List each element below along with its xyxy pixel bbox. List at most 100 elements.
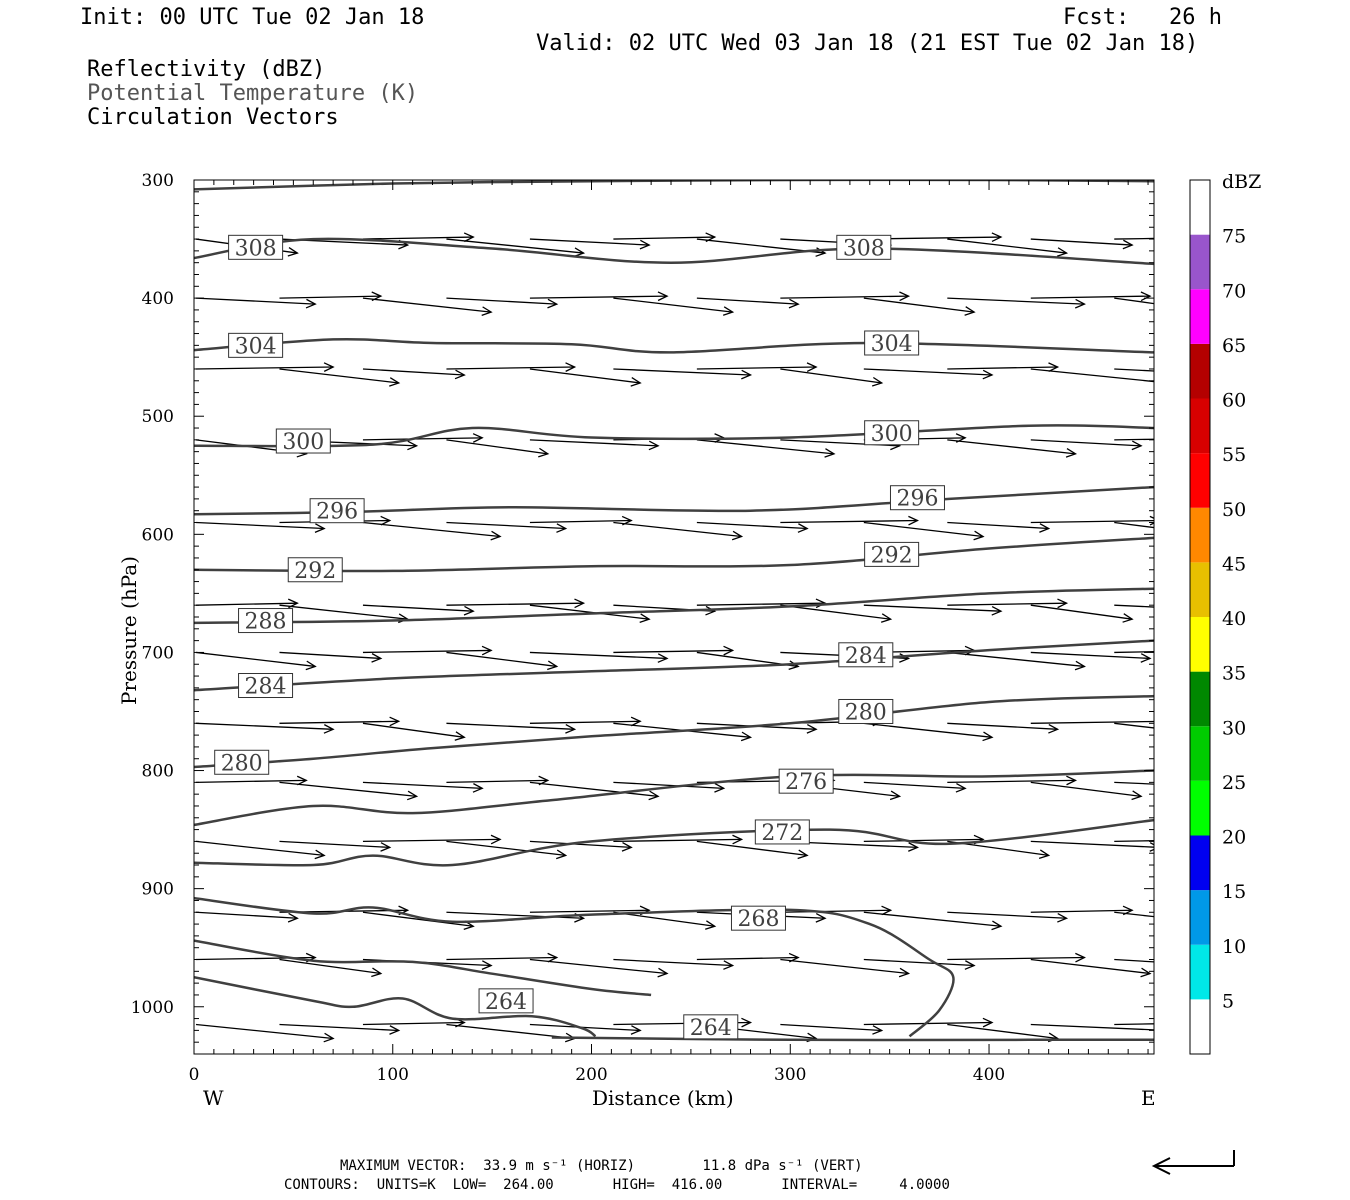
circulation-vector: [1030, 515, 1154, 526]
contour-label: 280: [214, 749, 270, 776]
circulation-vector: [863, 722, 994, 742]
circulation-vector: [1114, 237, 1154, 240]
circulation-vector: [195, 775, 308, 786]
colorbar-label: 60: [1222, 390, 1246, 412]
circulation-vector: [696, 840, 809, 860]
theta-contour-308: [194, 237, 1154, 266]
contour-label: 272: [754, 819, 810, 846]
contour-labels: 308 308 304 304 300 300 296 296 292 292 288 284 284 2…: [214, 234, 945, 1041]
colorbar-segment: [1190, 944, 1210, 1000]
contour-label: 304: [864, 330, 920, 357]
circulation-vector: [195, 840, 326, 860]
circulation-vector: [529, 958, 669, 978]
circulation-vector: [780, 368, 884, 387]
circulation-vector: [1114, 521, 1154, 529]
circulation-vector: [1030, 958, 1152, 978]
theta-contour-288: [194, 587, 1154, 625]
contour-label: 308: [228, 234, 284, 261]
valid-time: Valid: 02 UTC Wed 03 Jan 18 (21 EST Tue …: [536, 31, 1199, 56]
colorbar-segment: [1190, 453, 1210, 508]
contour-label-text: 304: [871, 332, 913, 357]
contour-label: 296: [309, 498, 365, 525]
field-circulation-vectors: Circulation Vectors: [87, 105, 339, 130]
contour-label: 268: [730, 905, 786, 932]
contour-label-text: 264: [690, 1016, 732, 1041]
circulation-vector: [195, 1023, 335, 1043]
contour-label: 296: [889, 485, 945, 512]
colorbar-label: 50: [1222, 499, 1246, 521]
theta-contour-268: [194, 896, 955, 1038]
circulation-vector: [446, 775, 550, 786]
contour-label: 304: [228, 332, 284, 359]
circulation-vector: [529, 368, 642, 387]
plot-frame: [193, 179, 1155, 1055]
colorbar-label: 35: [1222, 663, 1246, 685]
circulation-vector: [529, 604, 651, 623]
circulation-vector: [613, 781, 726, 793]
circulation-vector: [947, 521, 1051, 533]
theta-contour-308: [194, 180, 1154, 191]
circulation-vector: [529, 651, 669, 663]
west-label: W: [203, 1086, 224, 1110]
contour-label-text: 280: [845, 700, 887, 725]
contour-label: 308: [836, 234, 892, 261]
circulation-vector: [780, 515, 920, 526]
circulation-vector: [1114, 650, 1154, 654]
colorbar-label: 75: [1222, 226, 1246, 248]
colorbar-segment: [1190, 999, 1210, 1054]
circulation-vector: [195, 362, 335, 372]
circulation-vector: [446, 598, 586, 609]
circulation-vector: [529, 238, 651, 250]
circulation-vector: [195, 598, 299, 609]
circulation-vector: [1030, 720, 1154, 724]
circulation-vector: [1030, 1023, 1154, 1031]
contour-label: 284: [238, 673, 294, 700]
colorbar-segment: [1190, 343, 1210, 399]
theta-contour-280: [194, 694, 1154, 769]
colorbar-label: 70: [1222, 280, 1246, 302]
contour-label: 300: [864, 420, 920, 447]
contour-label-text: 284: [245, 675, 287, 700]
contour-label-text: 308: [235, 236, 277, 261]
colorbar-label: 45: [1222, 553, 1246, 575]
circulation-vector: [195, 297, 317, 309]
contour-label-text: 284: [845, 644, 887, 669]
circulation-vector: [279, 651, 383, 663]
circulation-vector: [863, 297, 976, 316]
circulation-vector: [362, 232, 475, 243]
y-tick-label: 800: [142, 762, 174, 782]
colorbar-label: 10: [1222, 936, 1246, 958]
colorbar-segment: [1190, 671, 1210, 727]
theta-contour-284: [194, 639, 1154, 692]
circulation-vectors: [195, 232, 1154, 1043]
contour-label-text: 308: [843, 236, 885, 261]
circulation-vector: [1114, 722, 1154, 729]
circulation-vector: [947, 297, 1086, 309]
circulation-vector: [362, 645, 493, 656]
circulation-vector: [1030, 905, 1134, 916]
colorbar-segment: [1190, 726, 1210, 781]
circulation-vector: [529, 515, 633, 526]
circulation-vector: [529, 716, 642, 727]
x-axis-label: Distance (km): [592, 1086, 734, 1110]
circulation-vector: [279, 958, 383, 978]
circulation-vector: [863, 1017, 994, 1028]
circulation-vector: [1030, 439, 1143, 451]
theta-contour-264: [194, 975, 597, 1038]
circulation-vector: [947, 651, 1086, 671]
circulation-vector: [947, 722, 1060, 734]
circulation-vector: [863, 781, 967, 793]
circulation-vector: [529, 840, 633, 852]
circulation-vector: [696, 952, 800, 963]
contour-label: 264: [683, 1014, 739, 1041]
colorbar-label: 5: [1222, 990, 1234, 1012]
circulation-vector: [529, 781, 660, 801]
contour-label: 300: [275, 428, 331, 455]
axis-ticks: 300 400 500 600 700 800 900 1000 0 100 200 300 400: [131, 171, 1154, 1085]
circulation-vector: [446, 362, 577, 372]
circulation-vector: [1114, 604, 1154, 608]
circulation-vector: [613, 521, 744, 541]
circulation-vector: [279, 1023, 401, 1035]
circulation-vector: [947, 598, 1069, 609]
theta-contour-272: [194, 818, 1154, 867]
